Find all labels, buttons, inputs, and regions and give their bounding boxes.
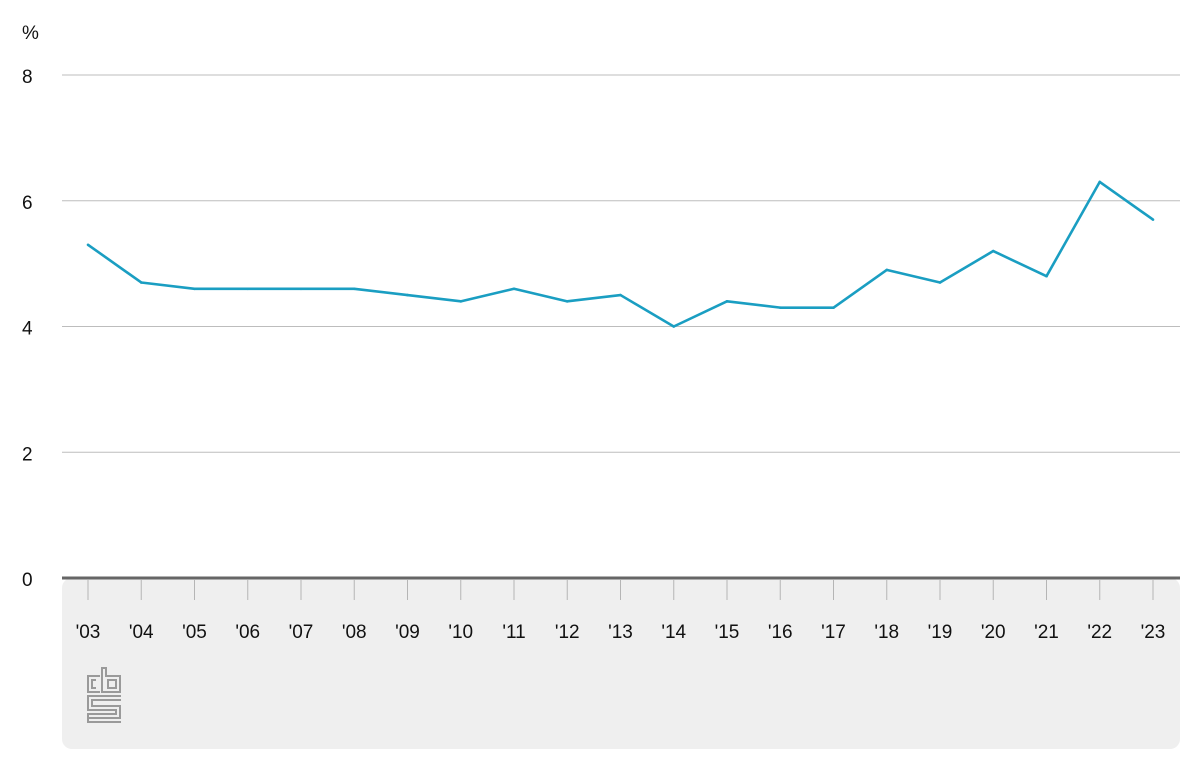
- series-line: [87, 180, 1154, 328]
- data-point: [246, 287, 250, 291]
- data-point: [938, 281, 942, 284]
- data-point: [991, 249, 995, 253]
- x-tick-label: '23: [1141, 622, 1166, 643]
- data-point: [832, 306, 835, 309]
- data-point: [406, 293, 409, 297]
- data-point: [512, 287, 516, 291]
- data-point: [885, 268, 889, 272]
- x-tick-label: '04: [129, 622, 154, 643]
- x-axis-footer-panel: [62, 578, 1180, 749]
- x-tick-label: '17: [821, 622, 846, 643]
- y-axis-unit-label: %: [22, 23, 39, 44]
- y-tick-label: 2: [22, 444, 33, 465]
- data-point: [778, 306, 782, 309]
- x-tick-label: '18: [874, 622, 899, 643]
- x-tick-label: '03: [76, 622, 101, 643]
- cbs-logo-icon: [87, 667, 121, 723]
- x-tick-label: '11: [502, 622, 525, 643]
- data-point: [86, 243, 90, 247]
- x-tick-label: '08: [342, 622, 367, 643]
- x-tick-label: '16: [768, 622, 793, 643]
- x-tick-label: '05: [182, 622, 207, 643]
- x-tick-label: '19: [928, 622, 953, 643]
- x-tick-label: '07: [289, 622, 314, 643]
- data-point: [459, 300, 463, 303]
- gridlines: [62, 74, 1180, 580]
- data-point: [139, 281, 143, 284]
- data-point: [299, 287, 303, 291]
- x-tick-label: '21: [1034, 622, 1059, 643]
- data-point: [1098, 180, 1102, 184]
- data-point: [619, 293, 622, 297]
- y-tick-label: 0: [22, 570, 33, 591]
- series-group: [86, 180, 1155, 328]
- data-point: [1151, 218, 1155, 221]
- y-tick-label: 8: [22, 67, 33, 88]
- y-tick-label: 6: [22, 193, 33, 214]
- x-tick-label: '13: [608, 622, 633, 643]
- x-tick-label: '09: [395, 622, 420, 643]
- data-point: [565, 300, 569, 303]
- x-axis-ticks: '03 '04 '05 '06 '07 '08 '09 '10 '11 '12 '13 '14 '15 '…: [76, 580, 1166, 643]
- x-tick-label: '06: [235, 622, 260, 643]
- x-tick-label: '20: [981, 622, 1006, 643]
- y-tick-label: 4: [22, 319, 33, 340]
- x-tick-label: '22: [1087, 622, 1112, 643]
- y-axis-ticks: 0 2 4 6 8: [22, 67, 33, 591]
- x-tick-label: '15: [715, 622, 740, 643]
- x-tick-label: '12: [555, 622, 580, 643]
- data-point: [1045, 274, 1048, 278]
- data-point: [193, 287, 196, 291]
- x-tick-label: '10: [448, 622, 473, 643]
- x-tick-label: '14: [661, 622, 686, 643]
- data-point: [352, 287, 356, 291]
- data-point: [725, 300, 729, 303]
- data-point: [672, 325, 676, 328]
